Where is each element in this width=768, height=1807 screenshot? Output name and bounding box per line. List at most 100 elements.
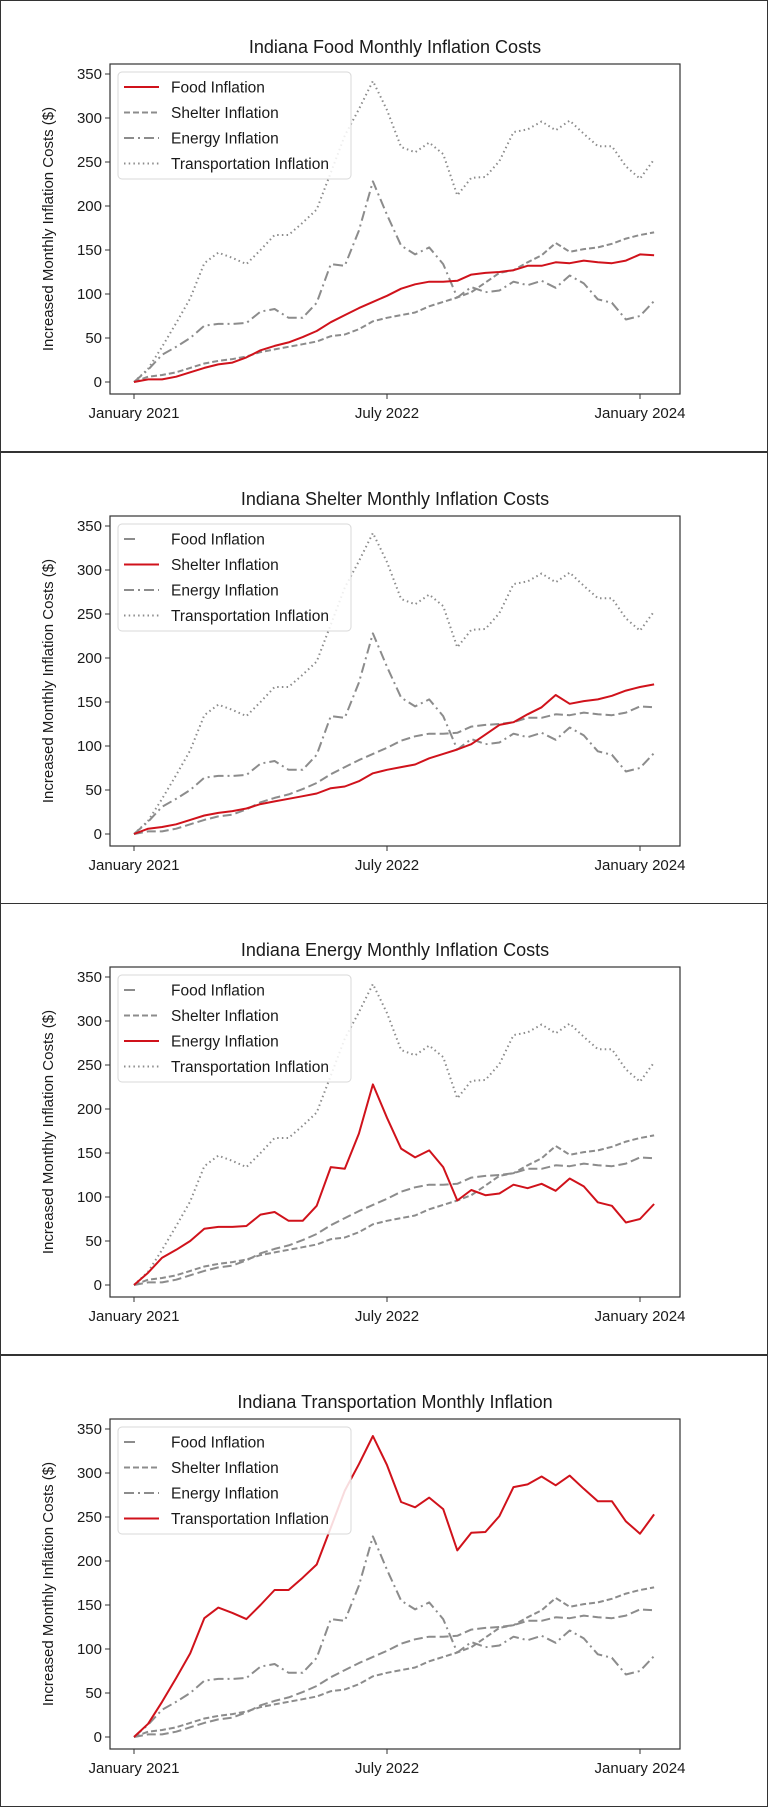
chart-panel-energy: Indiana Energy Monthly Inflation Costs In… (0, 903, 768, 1355)
y-tick-label: 100 (77, 1641, 102, 1658)
legend-box (117, 523, 352, 631)
legend-label: Transportation Inflation (171, 156, 329, 173)
legend-label: Energy Inflation (171, 1485, 279, 1502)
y-tick-label: 200 (77, 650, 102, 667)
y-tick-label: 200 (77, 1553, 102, 1570)
y-tick-label: 300 (77, 110, 102, 127)
x-tick-label: July 2022 (355, 405, 419, 422)
y-tick-label: 150 (77, 1597, 102, 1614)
chart-title: Indiana Food Monthly Inflation Costs (249, 37, 541, 57)
series-line-food-inflation (133, 704, 655, 835)
y-tick-label: 150 (77, 1145, 102, 1162)
series-line-shelter-inflation (133, 1585, 655, 1738)
y-tick-label: 350 (77, 969, 102, 986)
y-tick-label: 200 (77, 198, 102, 215)
chart-svg: Indiana Transportation Monthly Inflation… (40, 1392, 686, 1777)
x-tick-label: January 2021 (89, 1308, 180, 1325)
y-tick-label: 300 (77, 1465, 102, 1482)
y-tick-label: 0 (94, 374, 102, 391)
series-line-energy-inflation (133, 1534, 655, 1738)
series-line-energy-inflation (133, 180, 655, 383)
y-axis-label: Increased Monthly Inflation Costs ($) (40, 1010, 57, 1254)
legend-label: Shelter Inflation (171, 557, 279, 574)
legend-label: Transportation Inflation (171, 1059, 329, 1076)
legend-label: Shelter Inflation (171, 1460, 279, 1477)
y-tick-label: 250 (77, 1057, 102, 1074)
series-line-transportation-inflation (133, 1434, 655, 1738)
x-tick-label: January 2021 (89, 405, 180, 422)
series-line-food-inflation (133, 1156, 655, 1286)
y-tick-label: 50 (85, 1233, 102, 1250)
y-tick-label: 100 (77, 738, 102, 755)
x-tick-label: July 2022 (355, 1760, 419, 1777)
y-tick-label: 250 (77, 154, 102, 171)
x-tick-label: January 2021 (89, 857, 180, 874)
y-tick-label: 300 (77, 1013, 102, 1030)
legend: Food Inflation Shelter Inflation Energy In… (117, 523, 352, 631)
y-tick-label: 150 (77, 694, 102, 711)
legend-label: Energy Inflation (171, 582, 279, 599)
y-tick-label: 250 (77, 1509, 102, 1526)
axes-frame (109, 966, 681, 1298)
y-tick-label: 50 (85, 330, 102, 347)
y-axis-label: Increased Monthly Inflation Costs ($) (40, 1461, 57, 1705)
y-axis-label: Increased Monthly Inflation Costs ($) (40, 107, 57, 351)
legend-box (117, 71, 352, 180)
y-tick-label: 250 (77, 606, 102, 623)
series-line-shelter-inflation (133, 1134, 655, 1286)
axes-frame (109, 1417, 681, 1750)
legend: Food Inflation Shelter Inflation Energy In… (117, 974, 352, 1083)
series-line-energy-inflation (133, 1083, 655, 1286)
legend-label: Food Inflation (171, 80, 265, 97)
x-tick-label: January 2021 (89, 1760, 180, 1777)
y-tick-label: 50 (85, 782, 102, 799)
y-tick-label: 0 (94, 1729, 102, 1746)
legend-box (117, 1426, 352, 1534)
legend-label: Food Inflation (171, 1434, 265, 1451)
plot-area (133, 983, 655, 1286)
chart-svg: Indiana Energy Monthly Inflation Costs In… (40, 940, 686, 1325)
legend: Food Inflation Shelter Inflation Energy In… (117, 1426, 352, 1534)
x-tick-label: January 2024 (595, 405, 686, 422)
plot-area (133, 80, 655, 383)
y-tick-label: 0 (94, 1277, 102, 1294)
x-tick-label: January 2024 (595, 1308, 686, 1325)
y-tick-label: 150 (77, 242, 102, 259)
legend-label: Transportation Inflation (171, 608, 329, 625)
y-tick-label: 100 (77, 286, 102, 303)
y-tick-label: 350 (77, 518, 102, 535)
y-tick-label: 200 (77, 1101, 102, 1118)
chart-svg: Indiana Food Monthly Inflation Costs Incr… (40, 37, 686, 422)
legend: Food Inflation Shelter Inflation Energy In… (117, 71, 352, 180)
chart-panel-shelter: Indiana Shelter Monthly Inflation Costs I… (0, 451, 768, 904)
chart-panel-food: Indiana Food Monthly Inflation Costs Incr… (0, 0, 768, 452)
chart-panel-transportation: Indiana Transportation Monthly Inflation… (0, 1354, 768, 1807)
series-line-food-inflation (133, 1607, 655, 1738)
x-tick-label: January 2024 (595, 857, 686, 874)
chart-title: Indiana Energy Monthly Inflation Costs (241, 940, 549, 960)
x-tick-label: July 2022 (355, 1308, 419, 1325)
x-tick-label: January 2024 (595, 1760, 686, 1777)
y-tick-label: 50 (85, 1685, 102, 1702)
legend-box (117, 974, 352, 1083)
axes-frame (109, 514, 681, 847)
chart-svg: Indiana Shelter Monthly Inflation Costs I… (40, 489, 686, 874)
legend-label: Shelter Inflation (171, 1008, 279, 1025)
y-tick-label: 350 (77, 1421, 102, 1438)
series-line-shelter-inflation (133, 231, 655, 383)
plot-area (133, 1434, 655, 1738)
y-axis-label: Increased Monthly Inflation Costs ($) (40, 558, 57, 802)
chart-title: Indiana Transportation Monthly Inflation (237, 1392, 552, 1412)
y-tick-label: 300 (77, 562, 102, 579)
legend-label: Food Inflation (171, 983, 265, 1000)
legend-label: Food Inflation (171, 531, 265, 548)
axes-frame (109, 63, 681, 395)
plot-area (133, 531, 655, 835)
chart-title: Indiana Shelter Monthly Inflation Costs (241, 489, 549, 509)
legend-label: Shelter Inflation (171, 105, 279, 122)
legend-label: Energy Inflation (171, 131, 279, 148)
series-line-food-inflation (133, 253, 655, 383)
x-tick-label: July 2022 (355, 857, 419, 874)
legend-label: Transportation Inflation (171, 1511, 329, 1528)
series-line-energy-inflation (133, 631, 655, 835)
